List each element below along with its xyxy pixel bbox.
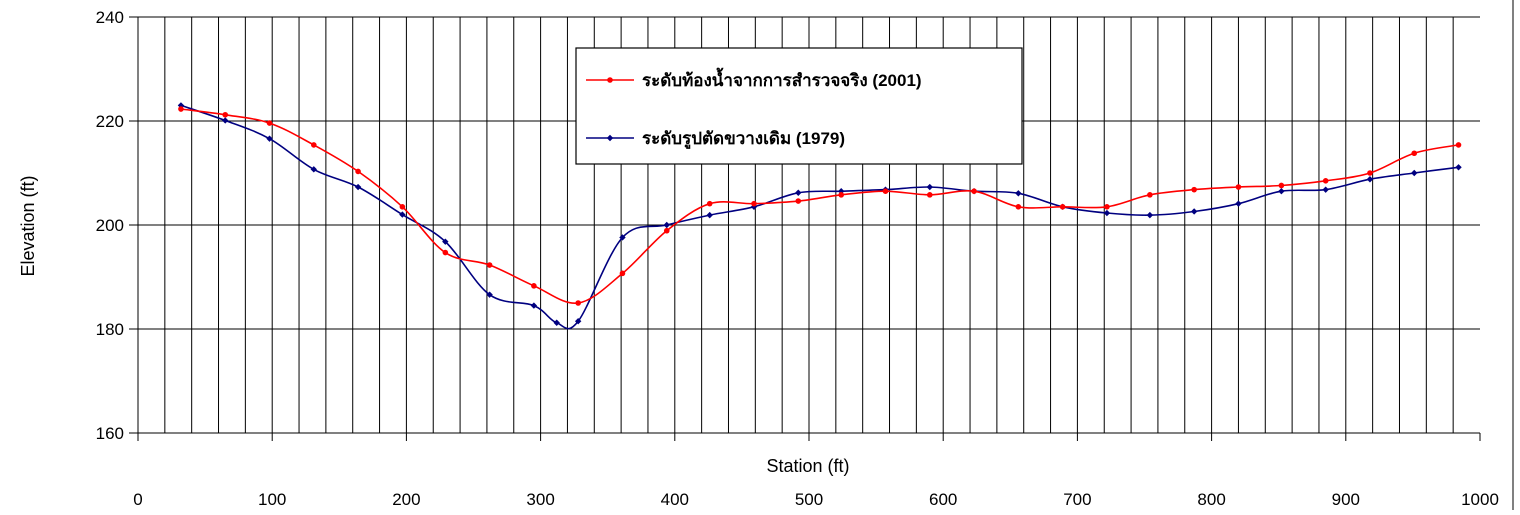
x-tick-label: 300 xyxy=(526,490,554,509)
legend-entry: ระดับท้องน้ำจากการสำรวจจริง (2001) xyxy=(586,67,922,90)
data-point xyxy=(266,135,273,142)
data-point xyxy=(1455,164,1462,171)
data-point xyxy=(1278,182,1285,189)
data-point xyxy=(971,188,977,194)
data-point xyxy=(663,227,670,234)
data-point xyxy=(1146,211,1154,219)
data-point xyxy=(1411,169,1418,177)
data-point xyxy=(1235,200,1242,207)
data-point xyxy=(574,318,582,325)
data-point xyxy=(355,168,361,175)
data-point xyxy=(531,283,537,289)
data-point xyxy=(222,111,229,118)
x-axis-title: Station (ft) xyxy=(766,456,849,476)
data-point xyxy=(1103,209,1111,217)
data-point xyxy=(442,249,449,256)
data-point xyxy=(1322,186,1329,193)
legend-box xyxy=(575,47,1023,165)
data-point xyxy=(553,319,560,326)
x-tick-label: 200 xyxy=(392,490,420,509)
data-point xyxy=(1059,204,1066,210)
data-point xyxy=(442,238,449,245)
data-point xyxy=(1147,192,1153,198)
data-point xyxy=(663,221,670,229)
data-point xyxy=(1322,178,1329,184)
data-point xyxy=(706,200,713,207)
data-point xyxy=(706,211,713,219)
x-tick-label: 900 xyxy=(1332,490,1360,509)
data-point xyxy=(1411,150,1418,157)
data-point xyxy=(838,192,845,198)
data-point xyxy=(1190,208,1198,215)
x-tick-label: 600 xyxy=(929,490,957,509)
y-tick-label: 200 xyxy=(96,216,124,235)
x-tick-label: 500 xyxy=(795,490,823,509)
data-point xyxy=(751,200,757,207)
axes: 160 180 200 220 240 0 100 200 300 400 500 600 700 800… xyxy=(96,0,1514,510)
data-point xyxy=(926,192,933,198)
data-point xyxy=(486,291,493,298)
series-survey-2001 xyxy=(178,106,1462,306)
y-tick-label: 240 xyxy=(96,8,124,27)
series-line xyxy=(180,108,1459,304)
series xyxy=(177,102,1462,330)
x-tick-label: 100 xyxy=(258,490,286,509)
gridlines xyxy=(138,16,1480,433)
data-point xyxy=(222,117,229,124)
x-tick-label: 700 xyxy=(1063,490,1091,509)
data-point xyxy=(926,183,933,191)
data-point xyxy=(311,142,317,148)
data-point xyxy=(1455,142,1462,148)
legend-swatch-marker xyxy=(607,77,613,83)
legend-entry: ระดับรูปตัดขวางเดิม (1979) xyxy=(586,129,845,150)
data-point xyxy=(310,166,318,173)
legend-label: ระดับท้องน้ำจากการสำรวจจริง (2001) xyxy=(642,67,922,90)
data-point xyxy=(619,234,626,241)
x-tick-label: 0 xyxy=(133,490,142,509)
x-tick-label: 800 xyxy=(1197,490,1225,509)
data-point xyxy=(1015,190,1022,197)
data-point xyxy=(530,302,538,309)
data-point xyxy=(354,183,362,191)
y-axis-title: Elevation (ft) xyxy=(18,175,38,276)
data-point xyxy=(882,188,889,194)
y-tick-label: 220 xyxy=(96,112,124,131)
data-point xyxy=(399,211,406,218)
data-point xyxy=(1191,186,1197,193)
data-point xyxy=(795,198,802,204)
legend-label: ระดับรูปตัดขวางเดิม (1979) xyxy=(642,129,845,150)
data-point xyxy=(1015,204,1022,210)
legend-swatch-marker xyxy=(606,134,614,142)
data-point xyxy=(399,204,406,210)
data-point xyxy=(619,270,626,277)
data-point xyxy=(1104,204,1110,210)
data-point xyxy=(1235,184,1242,190)
x-tick-label: 400 xyxy=(661,490,689,509)
data-point xyxy=(266,120,273,126)
data-point xyxy=(1367,170,1373,176)
x-tick-label: 1000 xyxy=(1461,490,1499,509)
data-point xyxy=(575,300,581,306)
data-point xyxy=(177,102,185,109)
y-tick-label: 160 xyxy=(96,424,124,443)
data-point xyxy=(795,189,802,196)
data-point xyxy=(486,262,493,268)
y-tick-label: 180 xyxy=(96,320,124,339)
data-point xyxy=(1366,176,1374,183)
data-point xyxy=(1278,188,1285,195)
legend: ระดับท้องน้ำจากการสำรวจจริง (2001) ระดับร… xyxy=(575,47,1023,165)
data-point xyxy=(178,106,184,112)
